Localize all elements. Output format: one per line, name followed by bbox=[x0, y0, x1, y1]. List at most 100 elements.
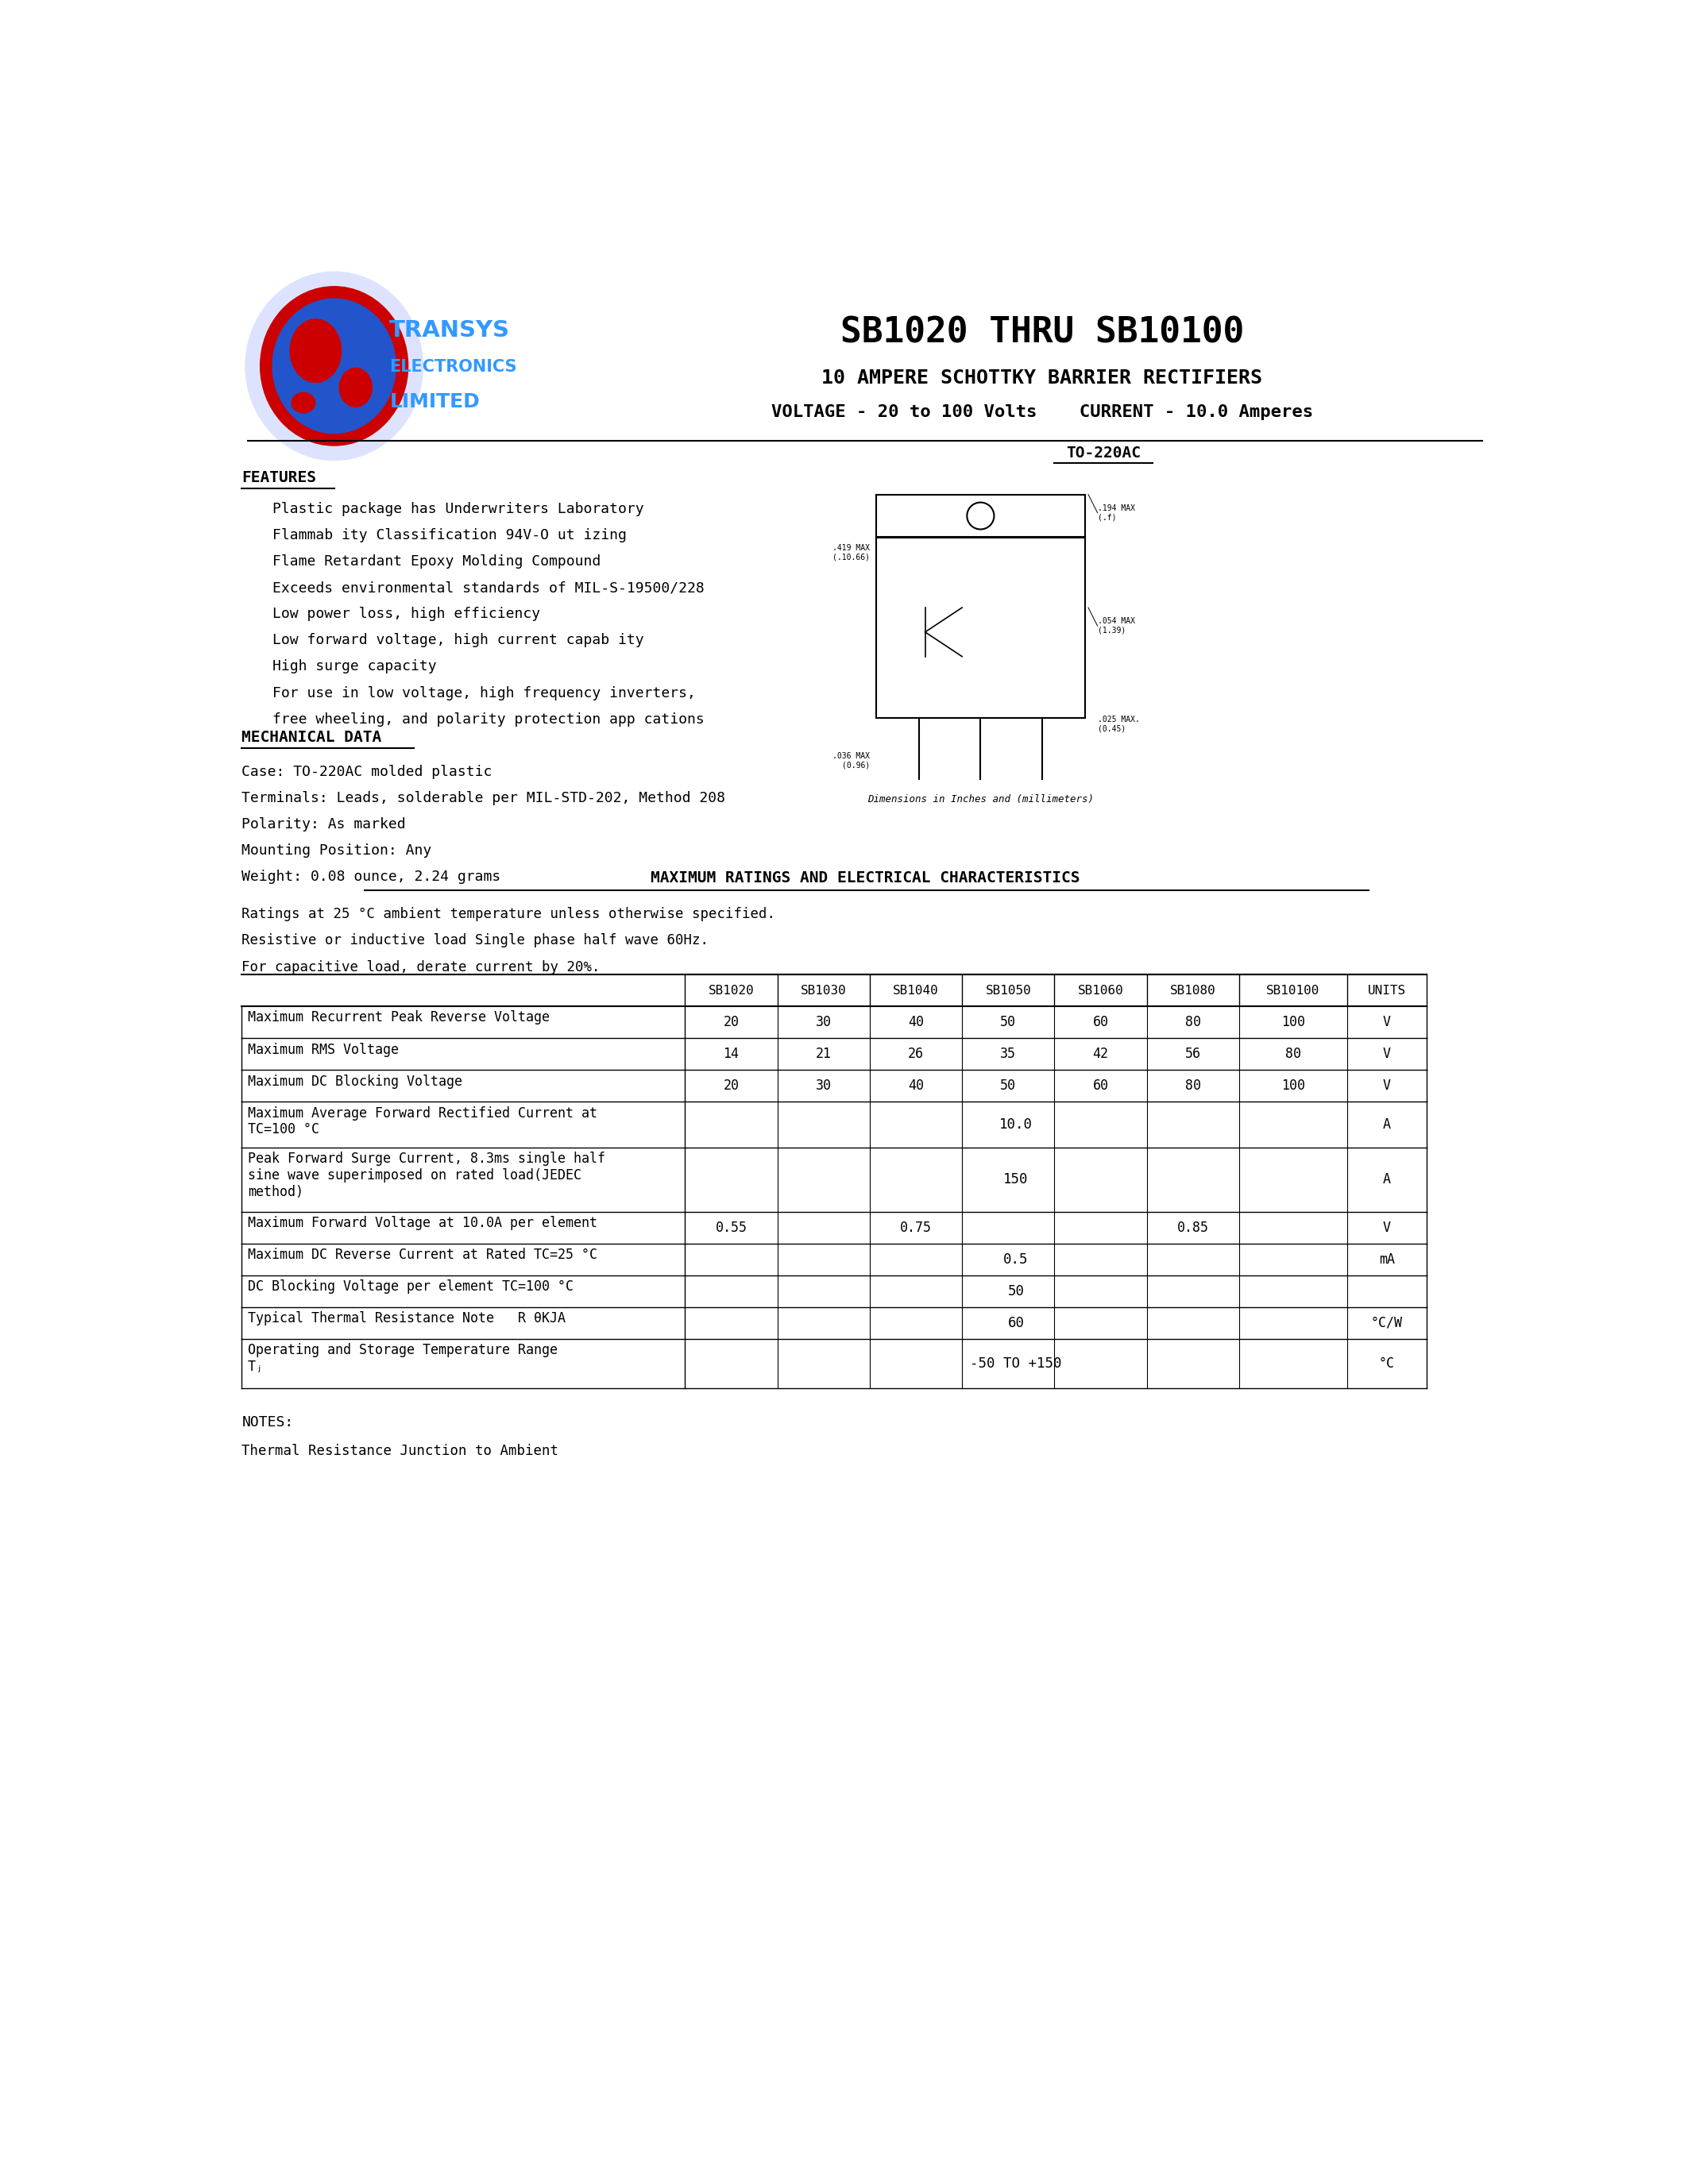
Text: 50: 50 bbox=[1001, 1079, 1016, 1092]
Text: 50: 50 bbox=[1001, 1016, 1016, 1029]
Text: Exceeds environmental standards of MIL-S-19500/228: Exceeds environmental standards of MIL-S… bbox=[272, 581, 704, 594]
Ellipse shape bbox=[290, 393, 316, 413]
Text: .419 MAX
(.10.66): .419 MAX (.10.66) bbox=[832, 544, 869, 561]
Text: 50: 50 bbox=[1008, 1284, 1025, 1299]
Text: 20: 20 bbox=[722, 1079, 739, 1092]
Text: Maximum Average Forward Rectified Current at
TC=100 °C: Maximum Average Forward Rectified Curren… bbox=[248, 1105, 598, 1138]
Text: NOTES:: NOTES: bbox=[241, 1415, 294, 1431]
Text: .194 MAX
(.f): .194 MAX (.f) bbox=[1097, 505, 1134, 522]
Text: 10 AMPERE SCHOTTKY BARRIER RECTIFIERS: 10 AMPERE SCHOTTKY BARRIER RECTIFIERS bbox=[822, 369, 1263, 389]
Text: 30: 30 bbox=[815, 1079, 832, 1092]
Text: 150: 150 bbox=[1003, 1173, 1028, 1186]
Text: -50 TO +150: -50 TO +150 bbox=[971, 1356, 1062, 1372]
Text: 10.0: 10.0 bbox=[999, 1118, 1033, 1131]
Text: Flame Retardant Epoxy Molding Compound: Flame Retardant Epoxy Molding Compound bbox=[272, 555, 601, 568]
Text: Resistive or inductive load Single phase half wave 60Hz.: Resistive or inductive load Single phase… bbox=[241, 933, 709, 948]
Text: °C/W: °C/W bbox=[1371, 1317, 1403, 1330]
Text: 100: 100 bbox=[1281, 1016, 1305, 1029]
Text: V: V bbox=[1382, 1046, 1391, 1061]
Text: 26: 26 bbox=[908, 1046, 923, 1061]
Text: 56: 56 bbox=[1185, 1046, 1200, 1061]
Text: Maximum RMS Voltage: Maximum RMS Voltage bbox=[248, 1042, 398, 1057]
Text: 60: 60 bbox=[1008, 1317, 1025, 1330]
Text: MECHANICAL DATA: MECHANICAL DATA bbox=[241, 729, 381, 745]
Text: SB1060: SB1060 bbox=[1077, 985, 1124, 996]
Text: 0.85: 0.85 bbox=[1177, 1221, 1209, 1234]
Text: DC Blocking Voltage per element TC=100 °C: DC Blocking Voltage per element TC=100 °… bbox=[248, 1280, 574, 1293]
Text: 0.75: 0.75 bbox=[900, 1221, 932, 1234]
Ellipse shape bbox=[245, 271, 424, 461]
Ellipse shape bbox=[290, 319, 341, 382]
Text: TO-220AC: TO-220AC bbox=[1067, 446, 1141, 461]
Text: UNITS: UNITS bbox=[1367, 985, 1406, 996]
Text: Weight: 0.08 ounce, 2.24 grams: Weight: 0.08 ounce, 2.24 grams bbox=[241, 869, 501, 885]
Text: For capacitive load, derate current by 20%.: For capacitive load, derate current by 2… bbox=[241, 959, 601, 974]
Ellipse shape bbox=[339, 367, 373, 408]
Text: V: V bbox=[1382, 1079, 1391, 1092]
Text: 80: 80 bbox=[1285, 1046, 1301, 1061]
Text: LIMITED: LIMITED bbox=[390, 391, 479, 411]
Text: Mounting Position: Any: Mounting Position: Any bbox=[241, 843, 432, 858]
Text: Typical Thermal Resistance Note   R θKJA: Typical Thermal Resistance Note R θKJA bbox=[248, 1310, 565, 1326]
Text: V: V bbox=[1382, 1016, 1391, 1029]
Text: .036 MAX
(0.96): .036 MAX (0.96) bbox=[832, 751, 869, 769]
Text: Terminals: Leads, solderable per MIL-STD-202, Method 208: Terminals: Leads, solderable per MIL-STD… bbox=[241, 791, 726, 806]
Text: Case: TO-220AC molded plastic: Case: TO-220AC molded plastic bbox=[241, 764, 493, 780]
Text: 80: 80 bbox=[1185, 1079, 1200, 1092]
Text: Low power loss, high efficiency: Low power loss, high efficiency bbox=[272, 607, 540, 620]
Text: 60: 60 bbox=[1092, 1016, 1109, 1029]
Text: 40: 40 bbox=[908, 1079, 923, 1092]
Text: SB1050: SB1050 bbox=[986, 985, 1031, 996]
Text: mA: mA bbox=[1379, 1251, 1394, 1267]
Text: High surge capacity: High surge capacity bbox=[272, 660, 437, 675]
Text: 40: 40 bbox=[908, 1016, 923, 1029]
Text: FEATURES: FEATURES bbox=[241, 470, 316, 485]
Text: SB1080: SB1080 bbox=[1170, 985, 1215, 996]
Text: SB10100: SB10100 bbox=[1266, 985, 1320, 996]
Text: 30: 30 bbox=[815, 1016, 832, 1029]
Text: Ratings at 25 °C ambient temperature unless otherwise specified.: Ratings at 25 °C ambient temperature unl… bbox=[241, 906, 775, 922]
Text: SB1030: SB1030 bbox=[800, 985, 846, 996]
Text: ELECTRONICS: ELECTRONICS bbox=[390, 360, 517, 376]
Text: TRANSYS: TRANSYS bbox=[390, 319, 510, 341]
Text: Operating and Storage Temperature Range
Tⱼ: Operating and Storage Temperature Range … bbox=[248, 1343, 557, 1374]
Text: MAXIMUM RATINGS AND ELECTRICAL CHARACTERISTICS: MAXIMUM RATINGS AND ELECTRICAL CHARACTER… bbox=[650, 871, 1080, 887]
Text: free wheeling, and polarity protection app cations: free wheeling, and polarity protection a… bbox=[272, 712, 704, 727]
Text: VOLTAGE - 20 to 100 Volts    CURRENT - 10.0 Amperes: VOLTAGE - 20 to 100 Volts CURRENT - 10.0… bbox=[771, 404, 1313, 419]
Text: A: A bbox=[1382, 1173, 1391, 1186]
Text: Plastic package has Underwriters Laboratory: Plastic package has Underwriters Laborat… bbox=[272, 502, 645, 515]
Text: SB1020: SB1020 bbox=[709, 985, 755, 996]
Ellipse shape bbox=[260, 286, 408, 446]
Text: Maximum Recurrent Peak Reverse Voltage: Maximum Recurrent Peak Reverse Voltage bbox=[248, 1011, 550, 1024]
Ellipse shape bbox=[272, 299, 395, 432]
Text: Thermal Resistance Junction to Ambient: Thermal Resistance Junction to Ambient bbox=[241, 1444, 559, 1459]
Text: Low forward voltage, high current capab ity: Low forward voltage, high current capab … bbox=[272, 633, 645, 649]
Text: 21: 21 bbox=[815, 1046, 832, 1061]
Text: Peak Forward Surge Current, 8.3ms single half
sine wave superimposed on rated lo: Peak Forward Surge Current, 8.3ms single… bbox=[248, 1151, 606, 1199]
Bar bbox=[876, 537, 1085, 719]
Text: 42: 42 bbox=[1092, 1046, 1109, 1061]
Text: Maximum Forward Voltage at 10.0A per element: Maximum Forward Voltage at 10.0A per ele… bbox=[248, 1216, 598, 1230]
Text: 35: 35 bbox=[1001, 1046, 1016, 1061]
Text: °C: °C bbox=[1379, 1356, 1394, 1372]
Text: 0.5: 0.5 bbox=[1003, 1251, 1028, 1267]
Text: 80: 80 bbox=[1185, 1016, 1200, 1029]
Text: 0.55: 0.55 bbox=[716, 1221, 748, 1234]
Text: Maximum DC Blocking Voltage: Maximum DC Blocking Voltage bbox=[248, 1075, 463, 1088]
Text: Maximum DC Reverse Current at Rated TC=25 °C: Maximum DC Reverse Current at Rated TC=2… bbox=[248, 1247, 598, 1262]
Bar bbox=[876, 494, 1085, 537]
Text: V: V bbox=[1382, 1221, 1391, 1234]
Text: SB1020 THRU SB10100: SB1020 THRU SB10100 bbox=[841, 314, 1244, 349]
Text: A: A bbox=[1382, 1118, 1391, 1131]
Text: 100: 100 bbox=[1281, 1079, 1305, 1092]
Text: 60: 60 bbox=[1092, 1079, 1109, 1092]
Text: Dimensions in Inches and (millimeters): Dimensions in Inches and (millimeters) bbox=[868, 795, 1094, 804]
Text: 20: 20 bbox=[722, 1016, 739, 1029]
Text: SB1040: SB1040 bbox=[893, 985, 939, 996]
Text: .025 MAX.
(0.45): .025 MAX. (0.45) bbox=[1097, 714, 1139, 732]
Text: For use in low voltage, high frequency inverters,: For use in low voltage, high frequency i… bbox=[272, 686, 695, 701]
Text: 14: 14 bbox=[722, 1046, 739, 1061]
Text: .054 MAX
(1.39): .054 MAX (1.39) bbox=[1097, 618, 1134, 636]
Text: Flammab ity Classification 94V-O ut izing: Flammab ity Classification 94V-O ut izin… bbox=[272, 529, 626, 542]
Text: Polarity: As marked: Polarity: As marked bbox=[241, 817, 405, 832]
